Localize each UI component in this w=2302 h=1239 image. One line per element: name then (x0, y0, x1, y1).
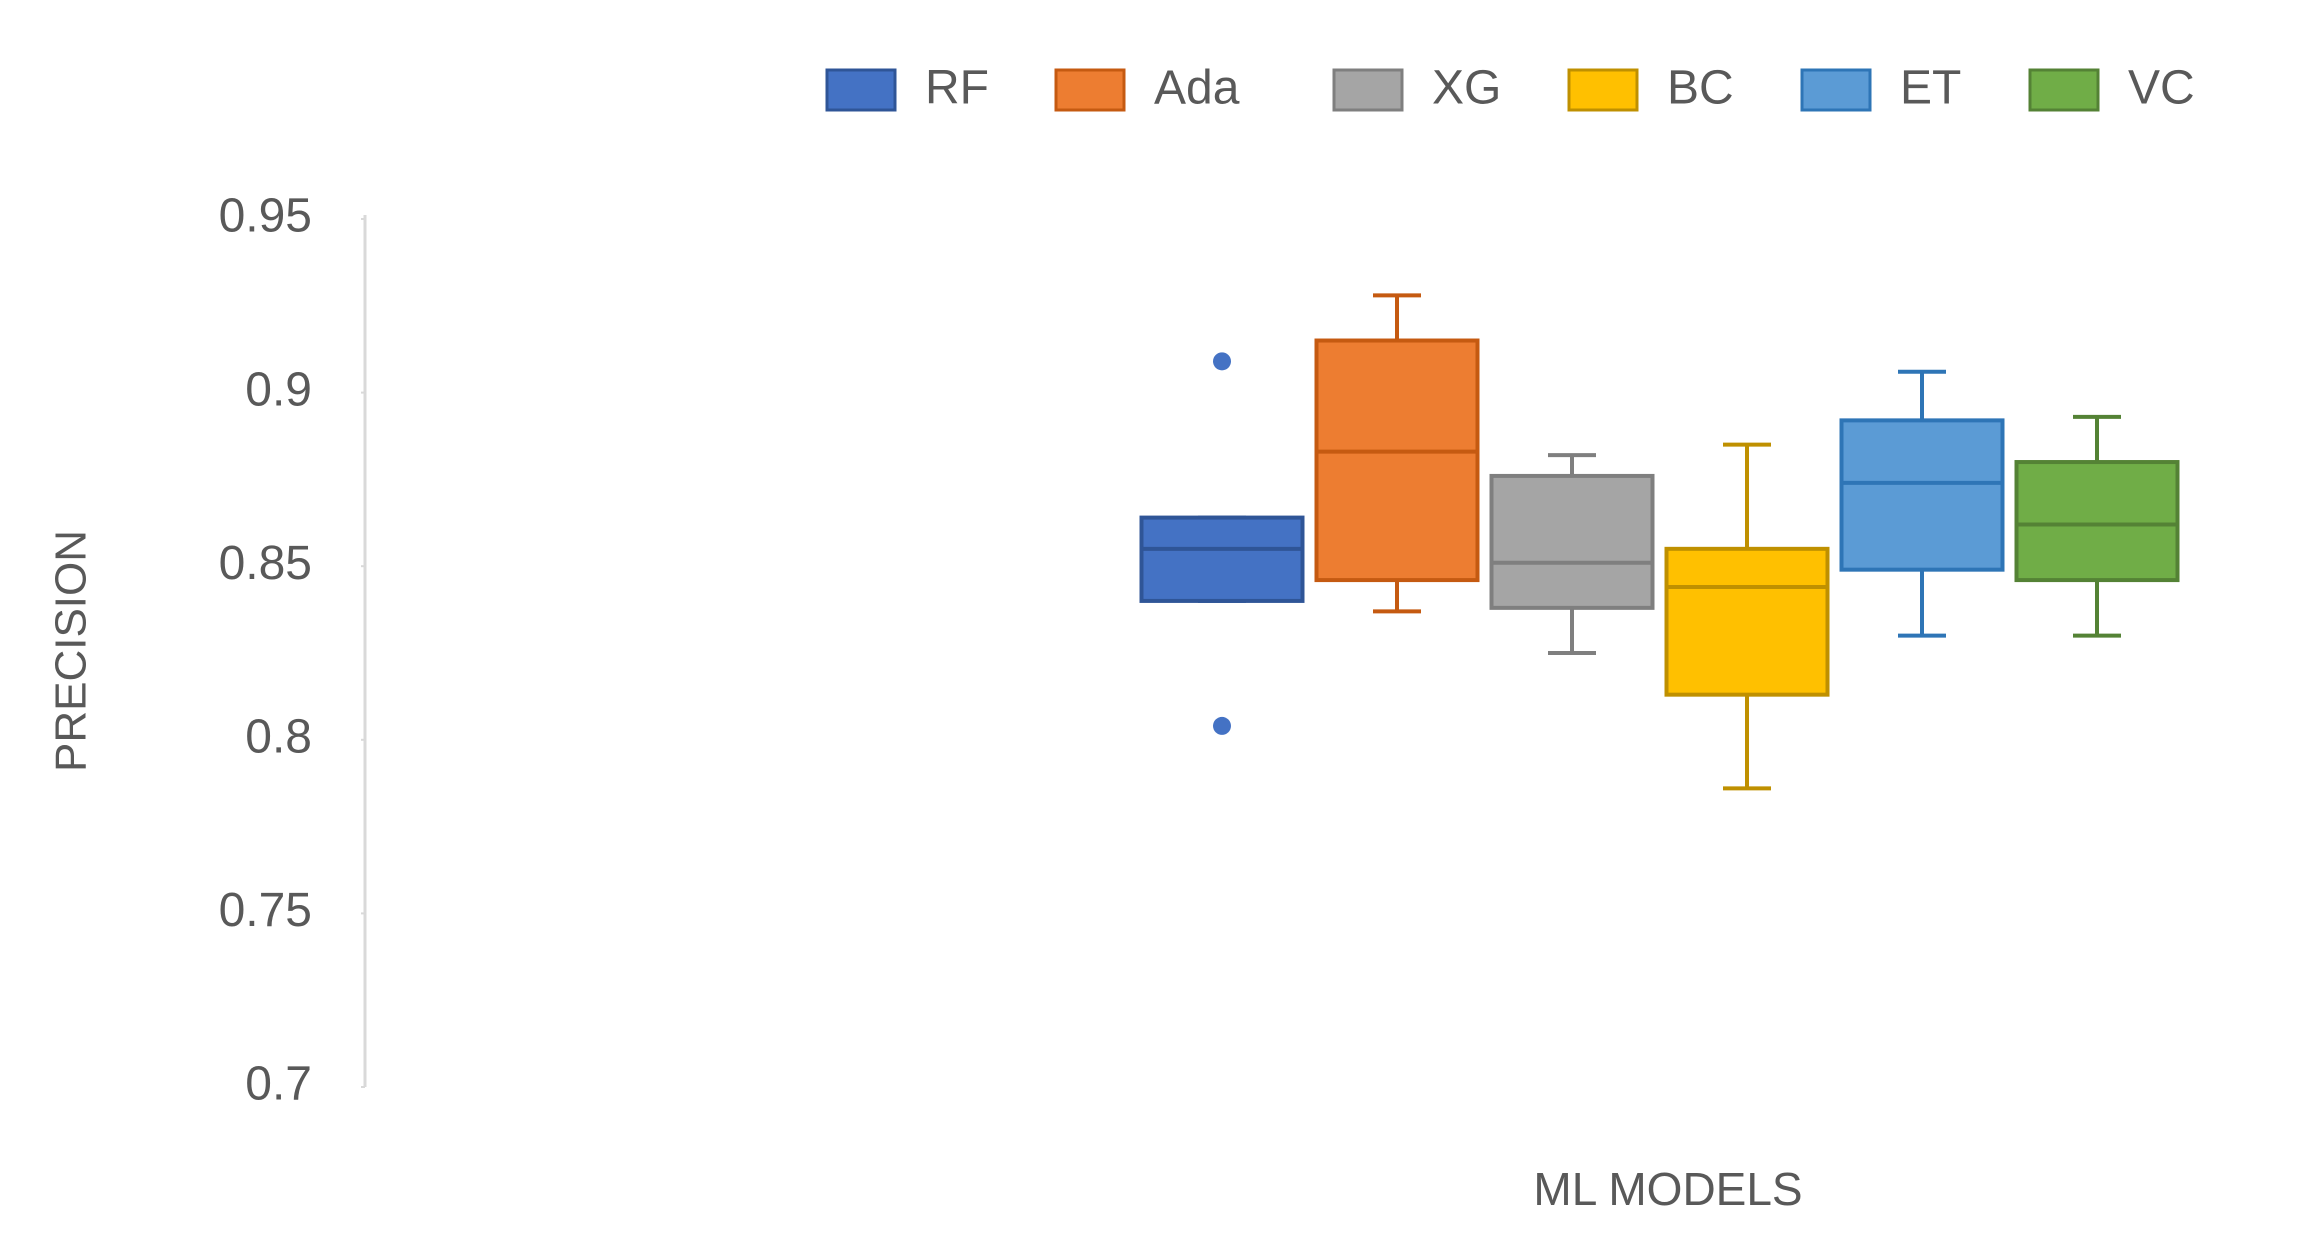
box (1139, 515, 1305, 603)
legend-swatch (1054, 68, 1126, 112)
legend-swatch (1800, 68, 1872, 112)
y-tick-label: 0.85 (219, 537, 312, 590)
box (1664, 546, 1830, 697)
outlier (1213, 352, 1231, 371)
y-axis-label: PRECISION (47, 530, 96, 772)
legend-label: XG (1432, 62, 1501, 115)
box (1314, 338, 1480, 583)
box (1839, 418, 2005, 572)
box (2014, 460, 2180, 583)
legend-label: Ada (1154, 62, 1240, 115)
y-tick-label: 0.8 (245, 710, 312, 763)
y-tick-label: 0.9 (245, 363, 312, 416)
legend-label: RF (925, 62, 989, 115)
legend-swatch (2028, 68, 2100, 112)
legend-swatch (825, 68, 897, 112)
y-tick-label: 0.7 (245, 1058, 312, 1111)
legend-label: ET (1900, 62, 1961, 115)
y-tick-label: 0.75 (219, 884, 312, 937)
outlier (1213, 716, 1231, 735)
y-tick-label: 0.95 (219, 190, 312, 243)
legend-label: BC (1667, 62, 1734, 115)
box (1489, 473, 1655, 610)
x-axis-label: ML MODELS (1533, 1163, 1802, 1215)
legend-label: VC (2128, 62, 2195, 115)
legend-swatch (1332, 68, 1404, 112)
legend-swatch (1567, 68, 1639, 112)
